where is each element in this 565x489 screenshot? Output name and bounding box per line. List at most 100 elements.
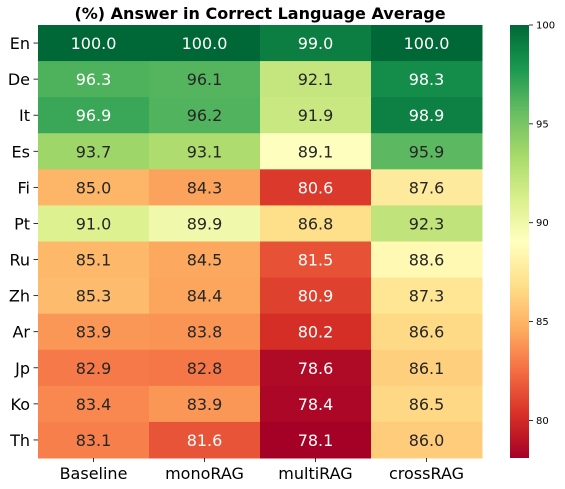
cell-value-label: 91.0 bbox=[76, 214, 112, 233]
heatmap-cell bbox=[260, 61, 372, 98]
row-label: Ko bbox=[11, 395, 30, 414]
heatmap-cell bbox=[38, 133, 150, 170]
cell-value-label: 78.4 bbox=[298, 395, 334, 414]
cell-value-label: 81.6 bbox=[187, 431, 223, 450]
row-label: Fi bbox=[18, 178, 30, 197]
cell-value-label: 89.1 bbox=[298, 142, 334, 161]
heatmap-cell bbox=[260, 349, 372, 387]
cell-value-label: 87.3 bbox=[409, 287, 445, 306]
row-label: Pt bbox=[14, 214, 30, 233]
heatmap-cell bbox=[260, 313, 372, 351]
row-label: De bbox=[8, 70, 30, 89]
heatmap-cell bbox=[149, 61, 261, 98]
heatmap-cell bbox=[38, 241, 150, 279]
cell-value-label: 91.9 bbox=[298, 106, 334, 125]
heatmap-cell bbox=[371, 421, 483, 459]
cell-value-label: 85.1 bbox=[76, 251, 112, 270]
heatmap-cell bbox=[371, 25, 483, 62]
heatmap-cell bbox=[149, 25, 261, 62]
heatmap-cell bbox=[38, 25, 150, 62]
cell-value-label: 86.0 bbox=[409, 431, 445, 450]
cell-value-label: 93.7 bbox=[76, 142, 112, 161]
cell-value-label: 86.6 bbox=[409, 323, 445, 342]
heatmap-cell bbox=[260, 385, 372, 423]
cell-value-label: 82.9 bbox=[76, 359, 112, 378]
heatmap-cell bbox=[149, 385, 261, 423]
cell-value-label: 98.9 bbox=[409, 106, 445, 125]
cell-value-label: 83.8 bbox=[187, 323, 223, 342]
heatmap-cell bbox=[38, 61, 150, 98]
heatmap-cell bbox=[260, 25, 372, 62]
cell-value-label: 92.1 bbox=[298, 70, 334, 89]
cell-value-label: 86.5 bbox=[409, 395, 445, 414]
heatmap-cell bbox=[38, 205, 150, 242]
cell-value-label: 82.8 bbox=[187, 359, 223, 378]
heatmap-cell bbox=[371, 349, 483, 387]
column-label: monoRAG bbox=[165, 464, 244, 483]
cell-value-label: 78.1 bbox=[298, 431, 334, 450]
heatmap-cell bbox=[371, 241, 483, 279]
heatmap-cell bbox=[260, 133, 372, 170]
heatmap-cell bbox=[38, 349, 150, 387]
heatmap-cell bbox=[371, 169, 483, 206]
heatmap-cell bbox=[149, 205, 261, 242]
cell-value-label: 78.6 bbox=[298, 359, 334, 378]
cell-value-label: 89.9 bbox=[187, 214, 223, 233]
heatmap-cells: 100.0 100.0 99.0 100.0 96.3 96.1 92.1 98.3 96.9 9… bbox=[38, 25, 483, 459]
cell-value-label: 83.4 bbox=[76, 395, 112, 414]
heatmap-cell bbox=[371, 133, 483, 170]
cell-value-label: 96.1 bbox=[187, 70, 223, 89]
heatmap-cell bbox=[38, 169, 150, 206]
row-label: Ar bbox=[12, 323, 30, 342]
heatmap-cell bbox=[371, 385, 483, 423]
heatmap-cell bbox=[260, 277, 372, 315]
cell-value-label: 100.0 bbox=[71, 34, 117, 53]
heatmap-cell bbox=[149, 241, 261, 279]
cell-value-label: 96.3 bbox=[76, 70, 112, 89]
row-label: Th bbox=[9, 431, 30, 450]
cell-value-label: 84.5 bbox=[187, 251, 223, 270]
heatmap-cell bbox=[149, 169, 261, 206]
heatmap-cell bbox=[149, 313, 261, 351]
cell-value-label: 100.0 bbox=[404, 34, 450, 53]
chart-title: (%) Answer in Correct Language Average bbox=[74, 4, 445, 23]
column-labels: Baseline monoRAG multiRAG crossRAG bbox=[60, 458, 464, 483]
cell-value-label: 87.6 bbox=[409, 178, 445, 197]
cell-value-label: 96.9 bbox=[76, 106, 112, 125]
cell-value-label: 95.9 bbox=[409, 142, 445, 161]
cell-value-label: 92.3 bbox=[409, 214, 445, 233]
heatmap-cell bbox=[149, 349, 261, 387]
colorbar-gradient bbox=[510, 25, 529, 458]
cell-value-label: 80.9 bbox=[298, 287, 334, 306]
colorbar-tick-label: 80 bbox=[536, 416, 549, 427]
cell-value-label: 83.9 bbox=[76, 323, 112, 342]
cell-value-label: 83.1 bbox=[76, 431, 112, 450]
colorbar-tick-label: 85 bbox=[536, 317, 549, 328]
colorbar-tick-label: 90 bbox=[536, 218, 549, 229]
heatmap-cell bbox=[38, 277, 150, 315]
heatmap-cell bbox=[38, 97, 150, 134]
heatmap-cell bbox=[260, 169, 372, 206]
cell-value-label: 88.6 bbox=[409, 251, 445, 270]
row-label: Es bbox=[12, 142, 30, 161]
cell-value-label: 84.3 bbox=[187, 178, 223, 197]
colorbar-tick-label: 100 bbox=[536, 21, 555, 32]
heatmap-cell bbox=[260, 205, 372, 242]
cell-value-label: 100.0 bbox=[182, 34, 228, 53]
heatmap-cell bbox=[371, 97, 483, 134]
heatmap-cell bbox=[371, 205, 483, 242]
cell-value-label: 80.2 bbox=[298, 323, 334, 342]
cell-value-label: 81.5 bbox=[298, 251, 334, 270]
cell-value-label: 85.0 bbox=[76, 178, 112, 197]
cell-value-label: 86.1 bbox=[409, 359, 445, 378]
row-labels: En De It Es Fi Pt Ru Zh Ar Jp Ko Th bbox=[8, 34, 38, 450]
heatmap-cell bbox=[371, 277, 483, 315]
cell-value-label: 93.1 bbox=[187, 142, 223, 161]
colorbar-tick-label: 95 bbox=[536, 119, 549, 130]
heatmap-cell bbox=[260, 421, 372, 459]
heatmap-cell bbox=[149, 97, 261, 134]
cell-value-label: 99.0 bbox=[298, 34, 334, 53]
cell-value-label: 84.4 bbox=[187, 287, 223, 306]
heatmap-cell bbox=[371, 61, 483, 98]
cell-value-label: 98.3 bbox=[409, 70, 445, 89]
